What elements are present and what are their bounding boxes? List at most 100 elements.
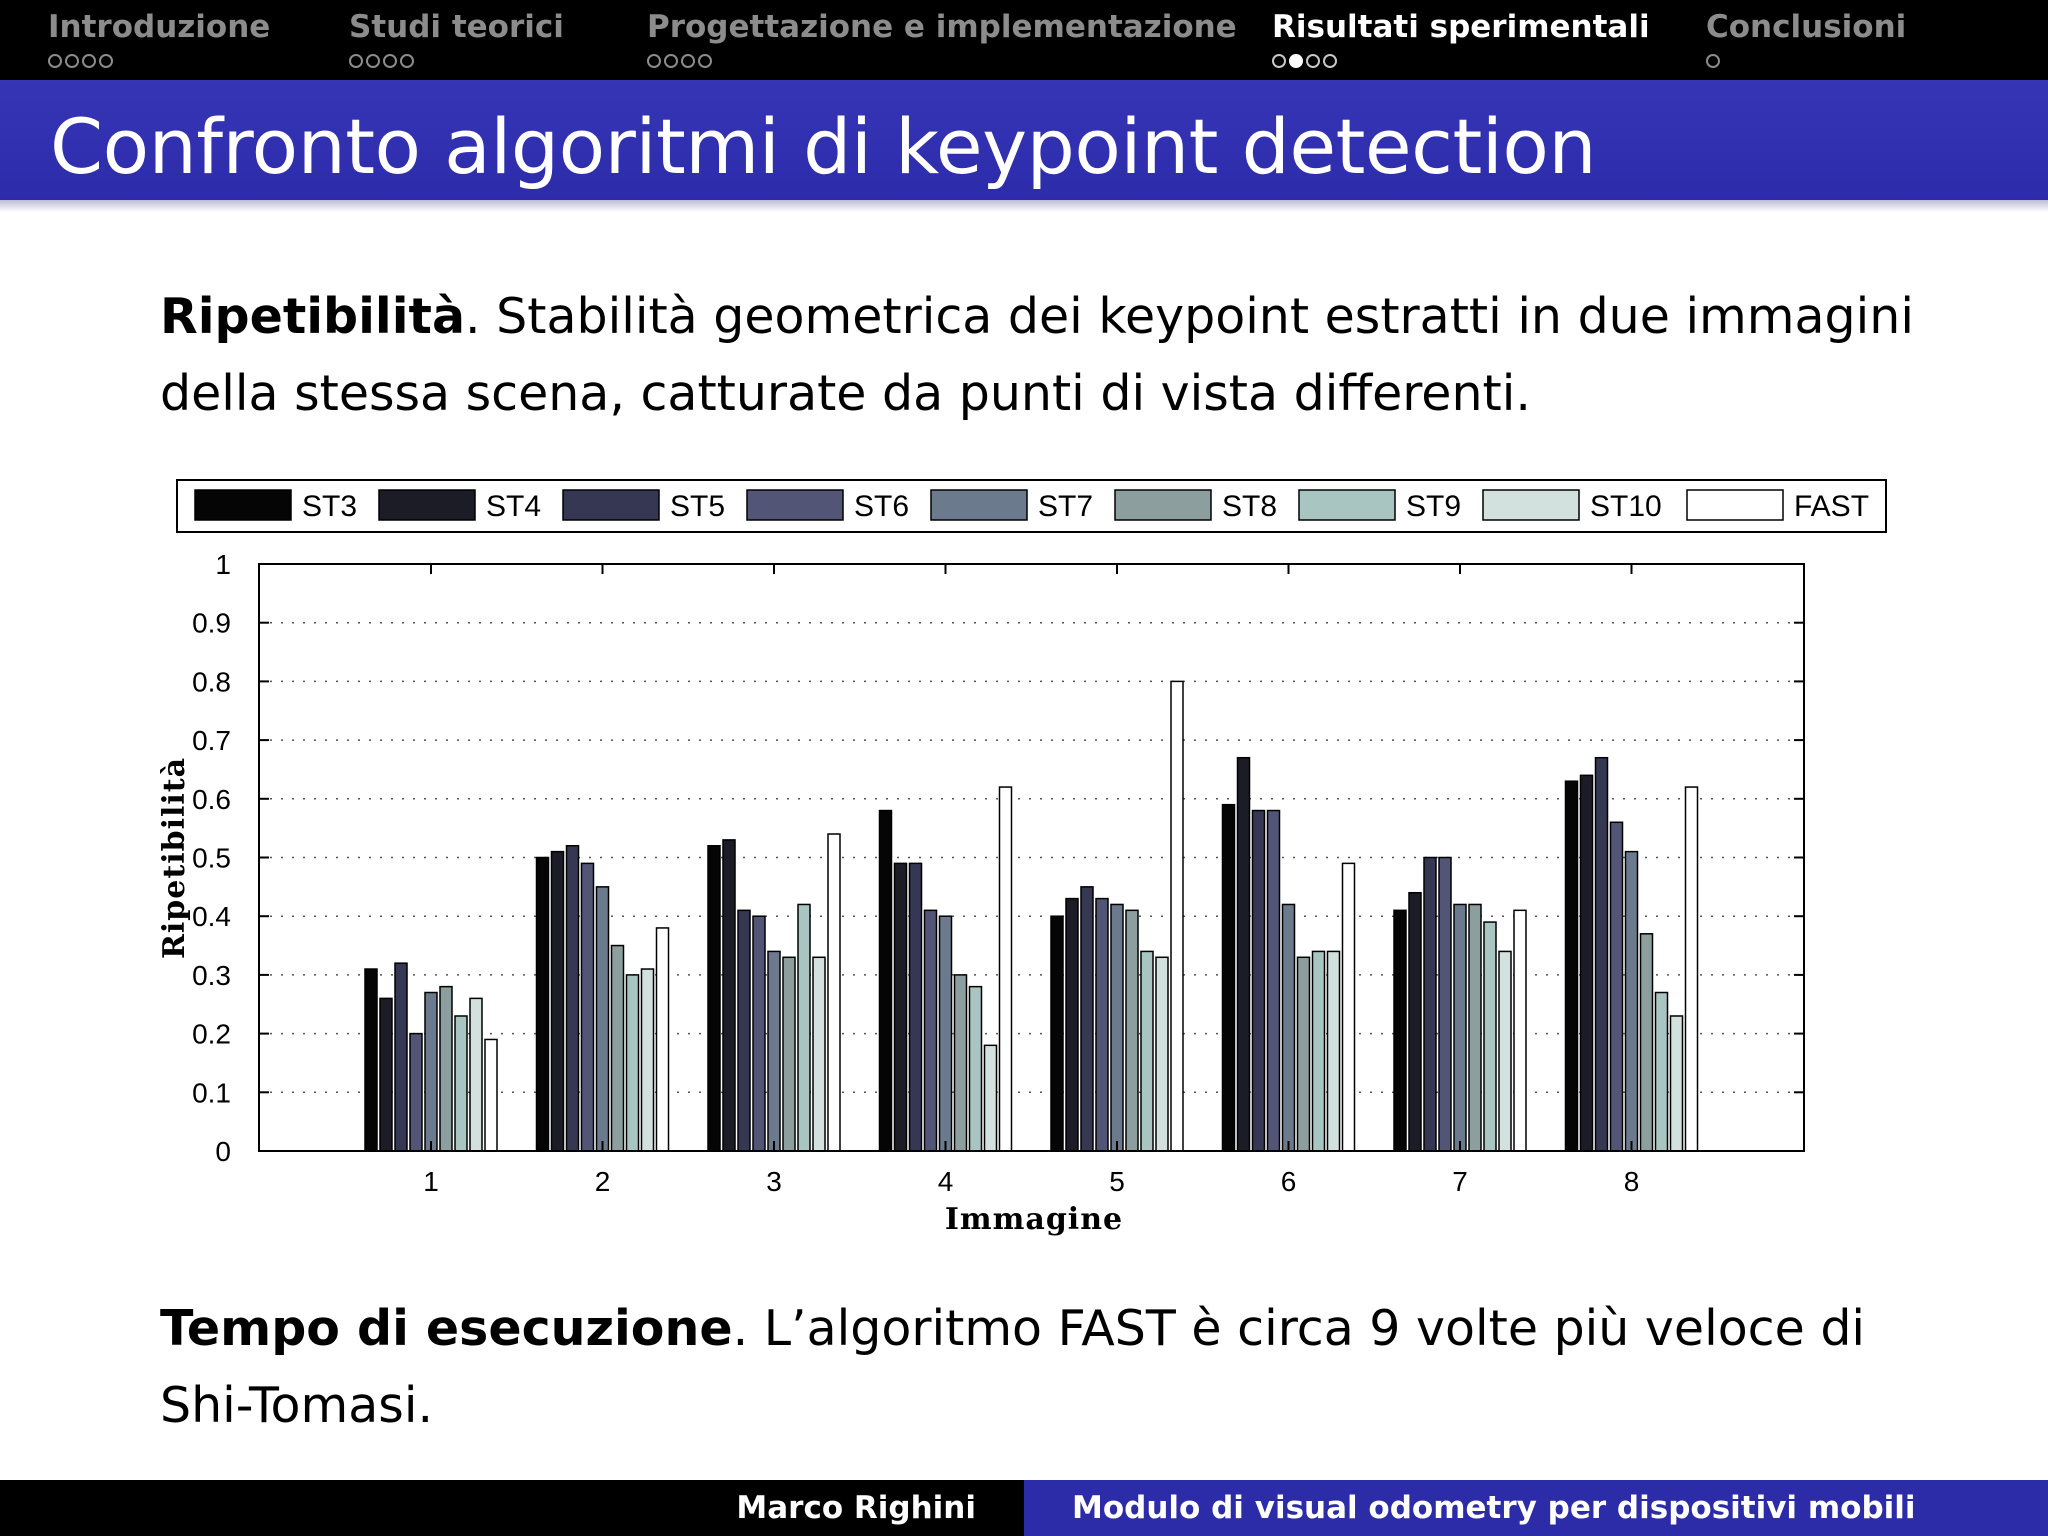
legend-label-st10: ST10 xyxy=(1590,490,1662,523)
slide-dot[interactable] xyxy=(1306,54,1320,68)
bar-st3-8 xyxy=(1564,780,1579,1152)
legend-label-st7: ST7 xyxy=(1038,490,1093,523)
slide-dot[interactable] xyxy=(48,54,62,68)
slide-title: Confronto algoritmi di keypoint detectio… xyxy=(50,102,1597,191)
nav-section-label[interactable]: Conclusioni xyxy=(1706,9,1907,45)
slide-dot[interactable] xyxy=(400,54,414,68)
term-repeatability: Ripetibilità xyxy=(160,288,466,345)
bar-st4-1 xyxy=(379,997,393,1152)
slide-dot[interactable] xyxy=(82,54,96,68)
x-axis-label: Immagine xyxy=(945,1202,1123,1237)
nav-section-4[interactable]: Risultati sperimentali xyxy=(1272,8,1650,74)
slide-dot[interactable] xyxy=(1272,54,1286,68)
bar-st3-7 xyxy=(1393,909,1407,1152)
bar-fast-2 xyxy=(655,927,670,1152)
bar-st5-8 xyxy=(1594,756,1609,1152)
x-tick-label: 8 xyxy=(1624,1166,1640,1197)
slide-dot[interactable] xyxy=(1706,54,1720,68)
definition-execution-time: Tempo di esecuzione. L’algoritmo FAST è … xyxy=(160,1290,1940,1444)
bar-st3-1 xyxy=(364,968,378,1152)
nav-slide-indicators xyxy=(48,54,270,74)
bar-st5-6 xyxy=(1251,809,1266,1152)
slide-dot[interactable] xyxy=(698,54,712,68)
legend-swatch-st3 xyxy=(194,489,292,521)
bar-st4-8 xyxy=(1579,774,1594,1152)
bar-st4-3 xyxy=(722,839,736,1152)
bar-st10-7 xyxy=(1498,950,1512,1152)
slide-dot[interactable] xyxy=(65,54,79,68)
x-tick-label: 4 xyxy=(938,1166,954,1197)
bar-st6-6 xyxy=(1266,809,1281,1152)
footer-title-panel: Modulo di visual odometry per dispositiv… xyxy=(1024,1480,2048,1536)
bar-st3-5 xyxy=(1050,915,1064,1152)
nav-section-label[interactable]: Introduzione xyxy=(48,9,271,45)
bar-st10-4 xyxy=(983,1044,998,1152)
bar-st5-5 xyxy=(1080,886,1094,1152)
y-tick-label: 1 xyxy=(215,549,231,580)
legend-label-st9: ST9 xyxy=(1406,490,1461,523)
repeatability-bar-chart: 0 0.1 0.2 0.3 0.4 0.5 0.6 0.7 0.8 0.9 1 1 2 3 4 5 6 7 8 Imm… xyxy=(157,479,1887,1237)
bar-fast-4 xyxy=(998,786,1013,1152)
slide-dot[interactable] xyxy=(366,54,380,68)
bar-st6-2 xyxy=(580,862,595,1152)
nav-section-3[interactable]: Progettazione e implementazione xyxy=(647,8,1237,74)
slide-dot[interactable] xyxy=(383,54,397,68)
bar-st6-7 xyxy=(1438,856,1452,1152)
slide-dot[interactable] xyxy=(681,54,695,68)
x-tick-label: 7 xyxy=(1452,1166,1468,1197)
legend-label-st5: ST5 xyxy=(670,490,725,523)
nav-section-1[interactable]: Introduzione xyxy=(48,8,270,74)
bar-st9-5 xyxy=(1140,950,1154,1152)
y-tick-label: 0.8 xyxy=(192,666,231,697)
bar-st5-4 xyxy=(908,862,923,1152)
bar-st7-8 xyxy=(1624,850,1639,1152)
bar-st10-1 xyxy=(469,997,483,1152)
nav-slide-indicators xyxy=(647,54,1237,74)
legend-swatch-st4 xyxy=(378,489,476,521)
legend-swatch-st10 xyxy=(1482,489,1580,521)
term-execution-time: Tempo di esecuzione xyxy=(160,1300,733,1357)
legend-swatch-st5 xyxy=(562,489,660,521)
bar-st8-8 xyxy=(1639,933,1654,1152)
bar-st4-6 xyxy=(1236,756,1251,1152)
legend-label-st3: ST3 xyxy=(302,490,357,523)
bar-st5-7 xyxy=(1423,856,1437,1152)
x-tick-label: 6 xyxy=(1281,1166,1297,1197)
y-tick-label: 0.3 xyxy=(192,960,231,991)
slide-dot[interactable] xyxy=(664,54,678,68)
bar-st10-5 xyxy=(1155,956,1169,1152)
nav-section-5[interactable]: Conclusioni xyxy=(1706,8,1906,74)
current-slide-dot[interactable] xyxy=(1289,54,1303,68)
bar-st9-8 xyxy=(1654,991,1669,1152)
bar-st8-2 xyxy=(610,944,625,1152)
nav-slide-indicators xyxy=(1706,54,1906,74)
slide-dot[interactable] xyxy=(349,54,363,68)
x-tick-label: 3 xyxy=(766,1166,782,1197)
bar-st6-4 xyxy=(923,909,938,1152)
slide-dot[interactable] xyxy=(99,54,113,68)
nav-section-label[interactable]: Progettazione e implementazione xyxy=(647,9,1237,45)
nav-section-2[interactable]: Studi teorici xyxy=(349,8,564,74)
legend-swatch-st7 xyxy=(930,489,1028,521)
bar-fast-6 xyxy=(1341,862,1356,1152)
nav-section-label[interactable]: Studi teorici xyxy=(349,9,564,45)
bar-st10-2 xyxy=(640,968,655,1152)
y-tick-label: 0.6 xyxy=(192,784,231,815)
bar-st8-5 xyxy=(1125,909,1139,1152)
footer: Marco Righini Modulo di visual odometry … xyxy=(0,1480,2048,1536)
y-tick-label: 0.5 xyxy=(192,843,231,874)
bar-fast-1 xyxy=(484,1038,498,1152)
legend-label-st4: ST4 xyxy=(486,490,541,523)
y-tick-label: 0.4 xyxy=(192,901,231,932)
bar-st8-7 xyxy=(1468,903,1482,1152)
footer-presentation-title: Modulo di visual odometry per dispositiv… xyxy=(1072,1490,1916,1526)
nav-section-label[interactable]: Risultati sperimentali xyxy=(1272,9,1650,45)
bar-st9-1 xyxy=(454,1015,468,1152)
bar-st3-4 xyxy=(878,809,893,1152)
slide-dot[interactable] xyxy=(1323,54,1337,68)
legend-label-st6: ST6 xyxy=(854,490,909,523)
legend-swatch-st6 xyxy=(746,489,844,521)
x-tick-label: 2 xyxy=(595,1166,611,1197)
slide-dot[interactable] xyxy=(647,54,661,68)
definition-execution-time-text: . L’algoritmo FAST è circa 9 volte più v… xyxy=(160,1300,1866,1434)
